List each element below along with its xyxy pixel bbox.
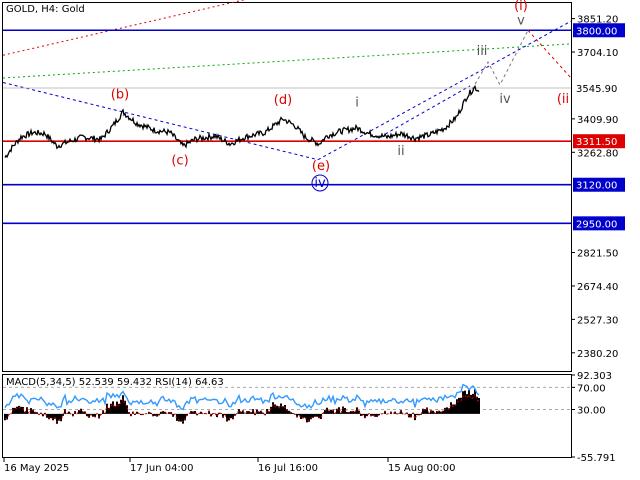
rsi-value: 64.63: [195, 377, 224, 388]
wave-label-4: iv: [314, 176, 326, 191]
x-tick-label-0: 16 May 2025: [4, 463, 69, 474]
wave-label-1: (c): [171, 153, 188, 168]
ind-tick-label-1: 70.00: [577, 383, 606, 394]
instrument-description: Gold: [61, 4, 85, 15]
y-tick-label-5: 2674.40: [577, 282, 618, 293]
wave-circle-4: [311, 174, 329, 192]
level-tag-bg-2: [573, 134, 625, 149]
projection-red-path: [527, 29, 572, 79]
ind-tick-label-0: 92.303: [577, 371, 612, 382]
level-tag-bg-4: [573, 216, 625, 231]
symbol-label: GOLD: [6, 4, 35, 15]
projection-gray-path: [471, 30, 529, 90]
level-tag-bg-0: [573, 23, 625, 38]
wave-label-3: (e): [312, 159, 330, 174]
x-tick-label-1: 17 Jun 04:00: [130, 463, 194, 474]
wave-label-9: v: [517, 14, 525, 29]
ind-tick-label-3: -55.791: [577, 453, 616, 464]
wave-label-6: ii: [397, 144, 404, 159]
y-tick-label-1: 3704.10: [577, 48, 618, 59]
wave-label-5: i: [355, 95, 359, 110]
indicator-pane[interactable]: [2, 374, 572, 458]
trendline-blue-lower: [2, 82, 319, 161]
price-series-line: [4, 84, 480, 159]
wave-label-7: iii: [477, 44, 488, 59]
macd-signal-line: [4, 393, 480, 423]
macd-label: MACD(5,34,5): [6, 377, 76, 388]
level-tag-1: 3545.90: [576, 84, 617, 95]
wave-label-8: iv: [499, 92, 511, 107]
x-tick-label-2: 16 Jul 16:00: [258, 463, 318, 474]
wave-label-0: (b): [111, 87, 129, 102]
rsi-line: [4, 383, 480, 411]
wave-label-11: (ii: [557, 92, 569, 107]
ind-tick-label-2: 30.00: [577, 405, 606, 416]
level-tag-4: 2950.00: [576, 219, 617, 230]
y-tick-label-6: 2527.30: [577, 315, 618, 326]
wave-label-10: (i): [514, 0, 528, 14]
y-tick-label-7: 2380.20: [577, 349, 618, 360]
level-tag-3: 3120.00: [576, 181, 617, 192]
rsi-label: RSI(14): [155, 377, 192, 388]
wave-label-2: (d): [274, 93, 292, 108]
level-tag-0: 3800.00: [576, 26, 617, 37]
trendline-blue-upper: [317, 20, 572, 161]
y-tick-label-3: 3262.80: [577, 148, 618, 159]
indicator-header: MACD(5,34,5) 52.539 59.432 RSI(14) 64.63: [6, 377, 224, 388]
level-tag-2: 3311.50: [576, 137, 617, 148]
x-tick-label-3: 15 Aug 00:00: [388, 463, 455, 474]
macd-signal: 59.432: [116, 377, 152, 388]
y-tick-label-4: 2821.50: [577, 249, 618, 260]
y-tick-label-0: 3851.20: [577, 15, 618, 26]
chart-title: GOLD, H4: Gold: [6, 4, 85, 15]
trendline-blue-channel: [379, 85, 471, 138]
timeframe-label: H4: [41, 4, 56, 15]
y-tick-label-2: 3409.90: [577, 115, 618, 126]
trendline-red-dotted: [2, 0, 246, 56]
macd-value: 52.539: [78, 377, 114, 388]
main-price-pane[interactable]: [2, 2, 572, 372]
level-tag-bg-3: [573, 177, 625, 192]
macd-histogram: [4, 389, 480, 424]
